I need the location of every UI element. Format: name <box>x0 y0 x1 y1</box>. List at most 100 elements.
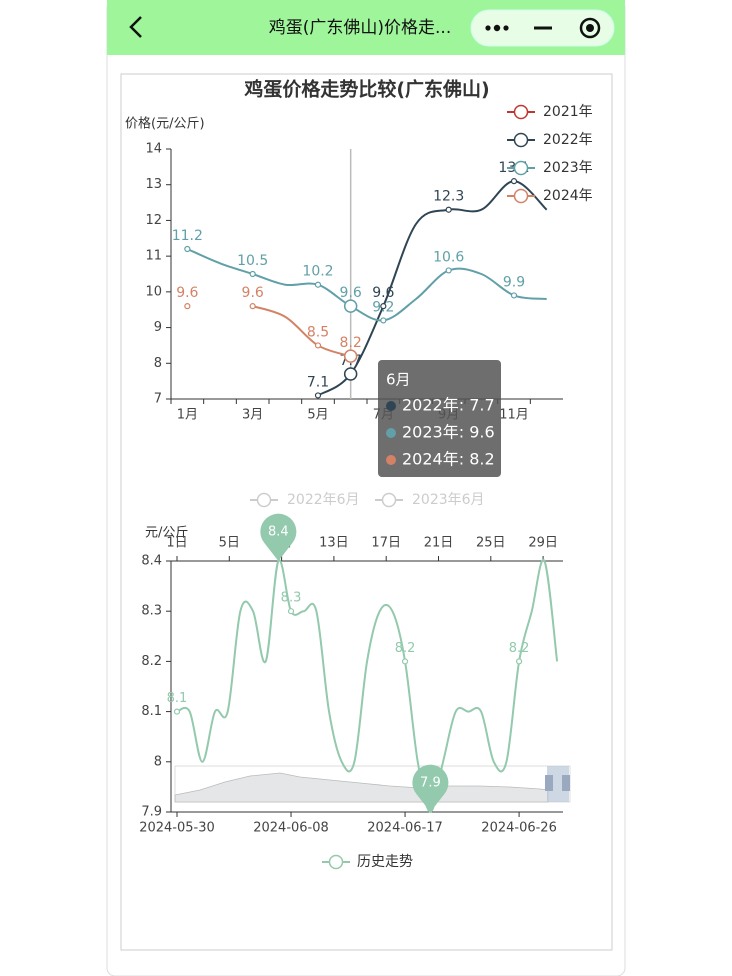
point <box>184 303 191 310</box>
hover-point <box>343 299 358 313</box>
data-label: 9.6 <box>372 285 394 301</box>
tooltip <box>378 360 501 477</box>
bottom-tick-label: 2024-06-26 <box>481 821 557 836</box>
y-tick-label: 8.4 <box>141 554 162 569</box>
y-tick-label: 8 <box>154 356 162 371</box>
point <box>287 608 295 615</box>
point <box>173 708 181 715</box>
top-tick-label: 17日 <box>371 536 401 551</box>
series-line <box>176 558 559 814</box>
data-label: 10.2 <box>302 264 333 280</box>
point <box>380 317 387 324</box>
data-label: 9.6 <box>340 285 362 301</box>
tooltip-item: 2023年: 9.6 <box>402 423 495 442</box>
data-label: 9.2 <box>372 299 394 315</box>
legend-label: 2023年 <box>543 160 593 176</box>
x-tick-label: 11月 <box>499 408 529 423</box>
data-zoom[interactable] <box>174 765 571 803</box>
legend-icon <box>513 132 529 148</box>
y-axis-label: 价格(元/公斤) <box>125 116 205 132</box>
chart-title: 鸡蛋价格走势比较(广东佛山) <box>243 78 489 101</box>
y-tick-label: 11 <box>145 249 162 264</box>
data-label: 7.1 <box>307 374 329 390</box>
point <box>380 303 387 310</box>
tooltip-marker <box>386 401 396 411</box>
point <box>515 658 523 665</box>
legend-icon <box>513 104 529 120</box>
data-label: 8.2 <box>395 641 416 656</box>
legend-icon <box>513 188 529 204</box>
bottom-tick-label: 2024-06-17 <box>367 821 443 836</box>
data-label: 11.2 <box>172 228 203 244</box>
top-tick-label: 21日 <box>424 536 454 551</box>
data-label: 9.9 <box>503 274 525 290</box>
legend-label: 2024年 <box>543 188 593 204</box>
data-label: 8.5 <box>307 324 329 340</box>
y-tick-label: 8 <box>154 754 162 769</box>
close-button[interactable] <box>579 17 601 39</box>
back-button[interactable] <box>129 16 142 38</box>
y-tick-label: 7 <box>154 392 162 407</box>
y-tick-label: 7.9 <box>141 805 162 820</box>
tooltip-marker <box>386 428 396 438</box>
series-line <box>317 180 548 397</box>
data-label: 10.6 <box>433 249 464 265</box>
page-title: 鸡蛋(广东佛山)价格走... <box>269 18 451 38</box>
point <box>314 392 322 399</box>
x-tick-label: 1月 <box>177 408 198 423</box>
more-button[interactable] <box>485 24 509 32</box>
legend-icon <box>513 160 529 176</box>
data-label: 8.2 <box>340 335 362 351</box>
mark-pin <box>412 764 449 812</box>
y-tick-label: 8.1 <box>141 704 162 719</box>
y-tick-label: 8.3 <box>141 604 162 619</box>
mark-pin-label: 7.9 <box>420 776 441 791</box>
point <box>510 292 518 299</box>
tooltip-item: 2022年: 7.7 <box>402 396 495 415</box>
data-label: 9.6 <box>176 285 198 301</box>
tooltip-item: 2024年: 8.2 <box>402 450 495 469</box>
point <box>401 658 409 665</box>
bottom-tick-label: 2024-06-08 <box>253 821 329 836</box>
data-label: 8.3 <box>281 591 302 606</box>
point <box>314 281 322 288</box>
top-tick-label: 25日 <box>476 536 506 551</box>
top-tick-label: 5日 <box>219 536 240 551</box>
data-label: 8.2 <box>509 641 530 656</box>
mark-pin-label: 8.4 <box>268 525 289 540</box>
data-label: 12.3 <box>433 189 464 205</box>
top-tick-label: 1日 <box>166 536 187 551</box>
tooltip-title: 6月 <box>386 371 411 389</box>
point <box>249 303 256 310</box>
series-line <box>252 305 351 358</box>
y-tick-label: 9 <box>154 320 162 335</box>
tooltip-marker <box>386 455 396 465</box>
y-tick-label: 10 <box>145 284 162 299</box>
hover-point <box>343 349 358 363</box>
data-label: 10.5 <box>237 253 268 269</box>
point <box>249 270 256 278</box>
y-axis-label: 元/公斤 <box>145 526 188 541</box>
point <box>445 267 452 274</box>
point <box>510 178 518 185</box>
legend-label[interactable]: 2022年6月 <box>287 492 360 508</box>
x-tick-label: 5月 <box>307 408 328 423</box>
y-tick-label: 8.2 <box>141 654 162 669</box>
legend-icon <box>256 492 272 508</box>
y-tick-label: 13 <box>145 177 162 192</box>
x-tick-label: 3月 <box>242 408 263 423</box>
data-label: 8.1 <box>167 691 188 706</box>
legend-icon <box>328 854 344 870</box>
minimize-button[interactable] <box>534 26 552 30</box>
point <box>445 206 452 213</box>
point <box>314 342 322 349</box>
bottom-tick-label: 2024-05-30 <box>139 821 215 836</box>
y-tick-label: 12 <box>145 213 162 228</box>
legend-label[interactable]: 2023年6月 <box>412 492 485 508</box>
y-tick-label: 14 <box>145 142 162 157</box>
top-tick-label: 29日 <box>528 536 558 551</box>
top-tick-label: 13日 <box>319 536 349 551</box>
legend-icon <box>381 492 397 508</box>
mark-pin <box>260 513 297 561</box>
